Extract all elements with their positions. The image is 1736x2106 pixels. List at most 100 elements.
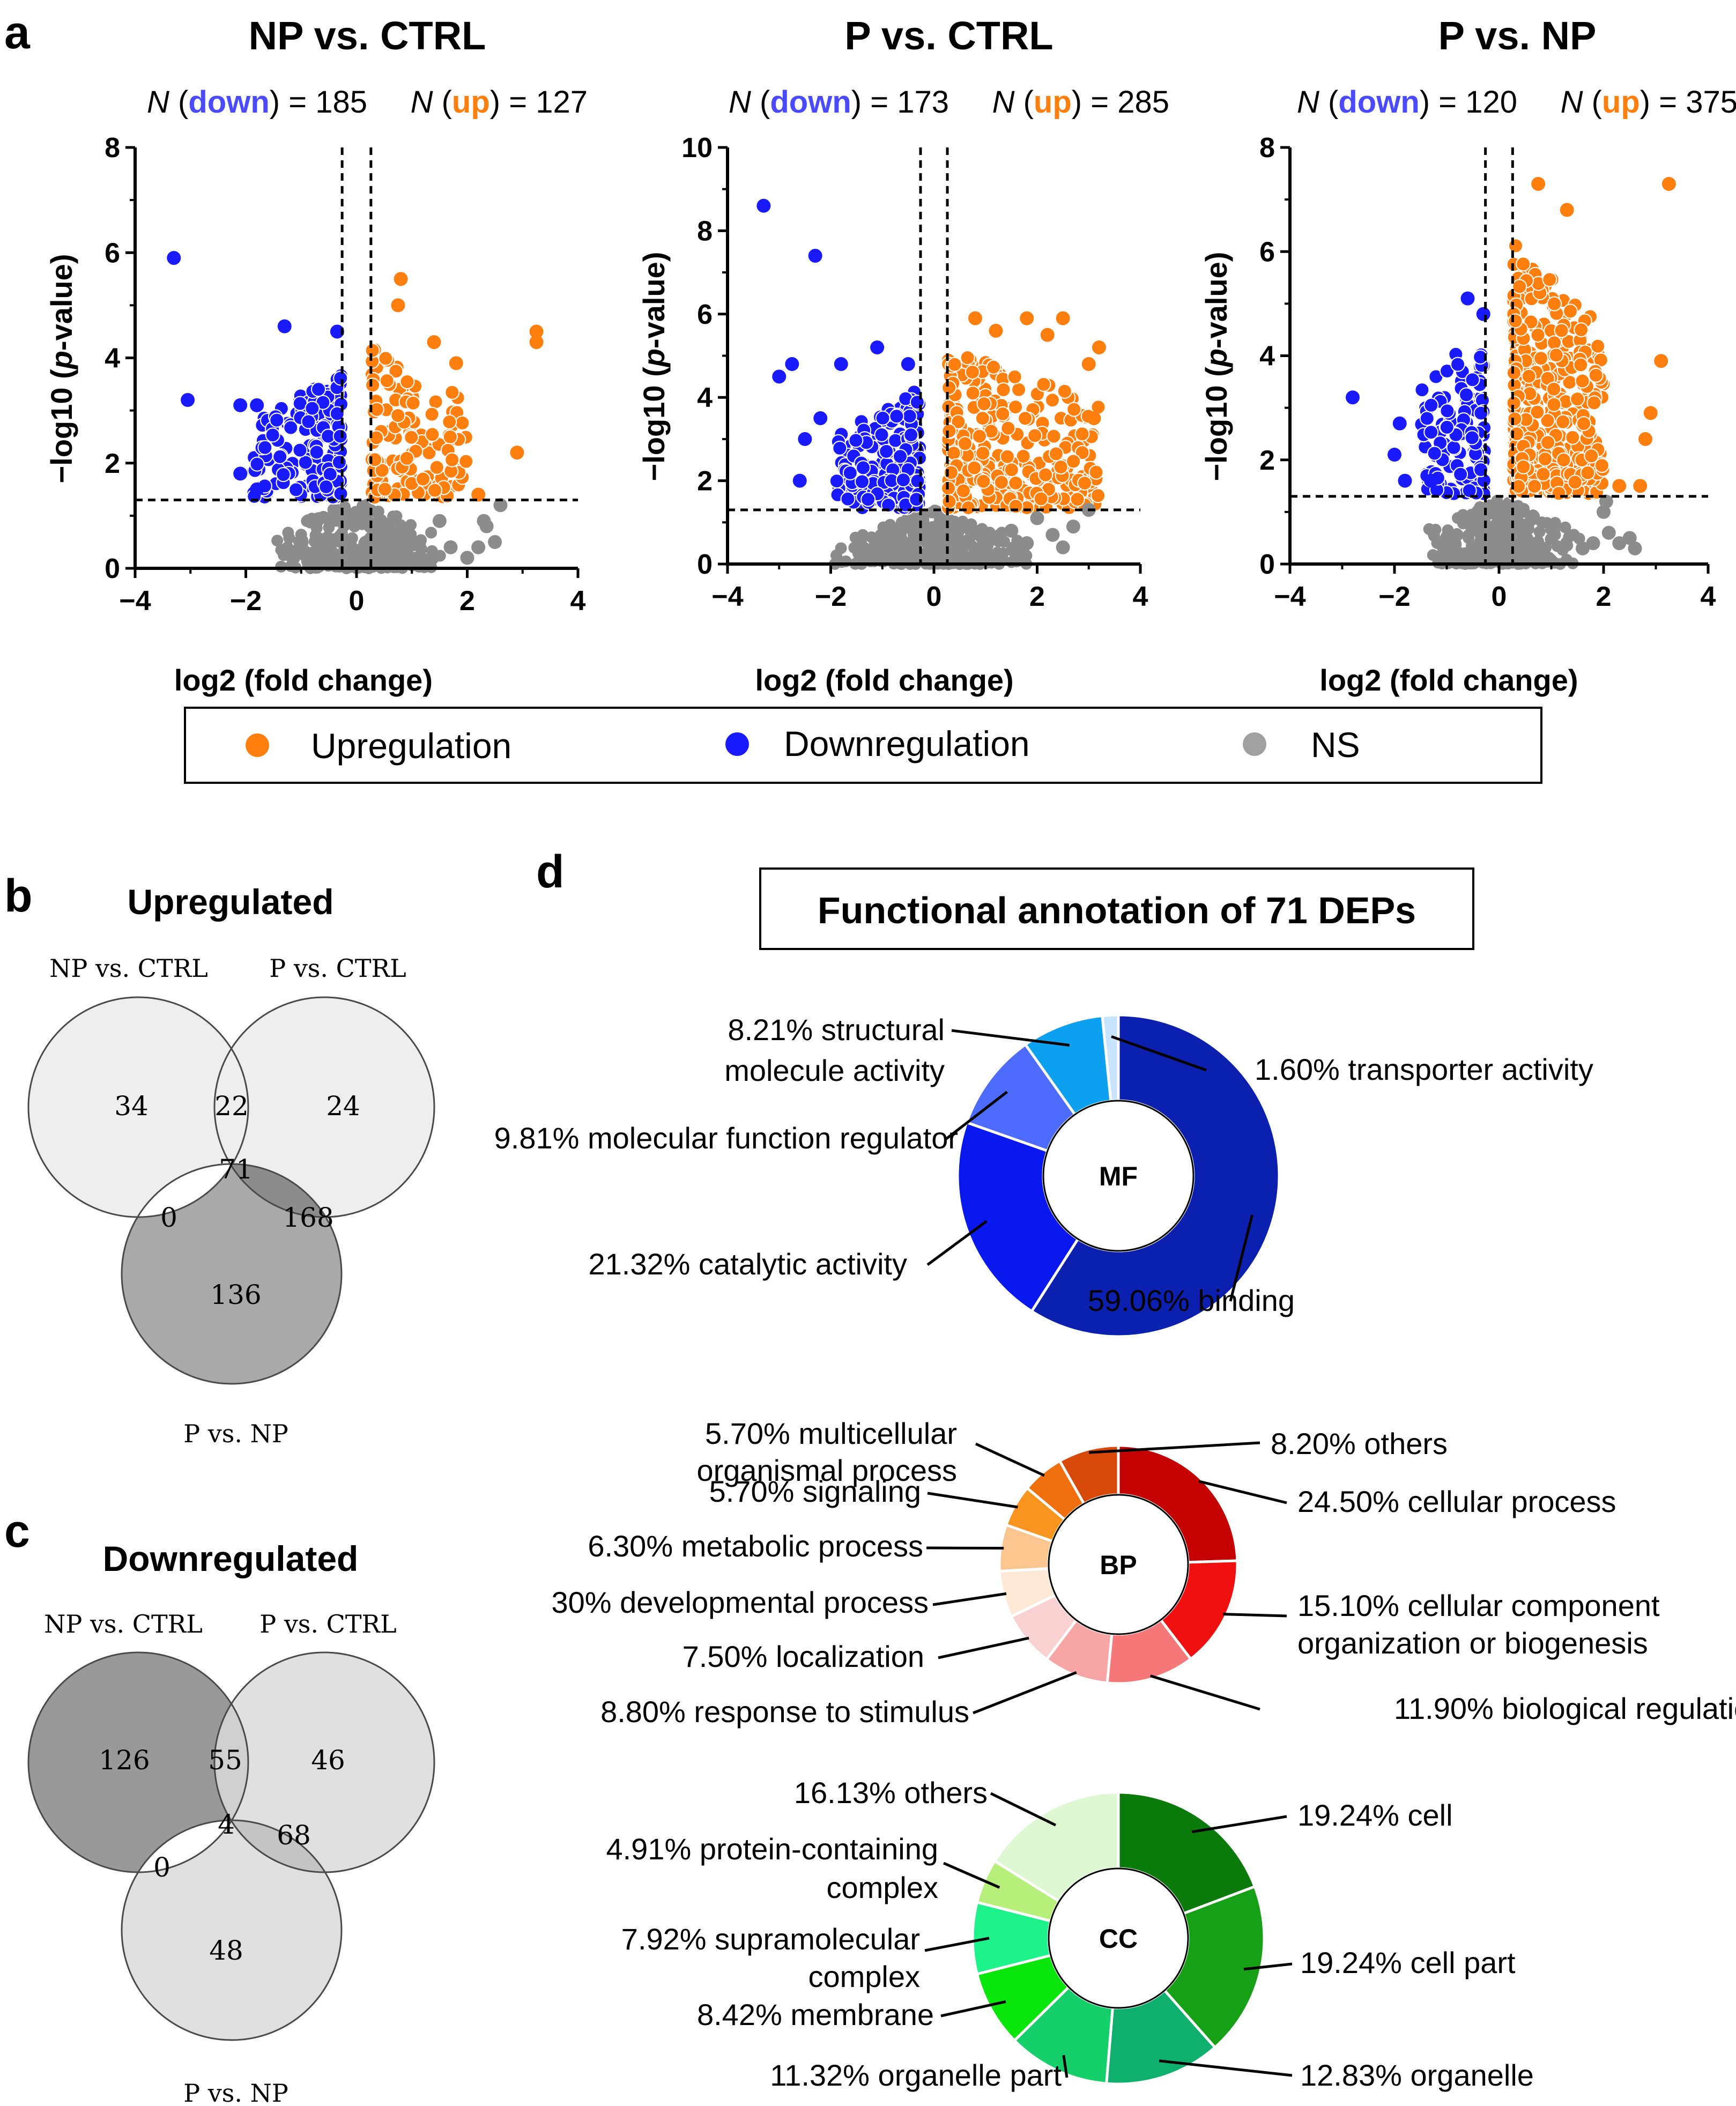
volcano-down-point bbox=[288, 482, 304, 498]
volcano-up-point bbox=[388, 364, 404, 379]
venn-region-b bbox=[214, 1652, 434, 1872]
volcano-y-tick-label: 2 bbox=[105, 448, 120, 479]
donut-slice-label: 7.50% localization bbox=[682, 1640, 924, 1673]
donut-slice-name: protein-containing bbox=[700, 1832, 938, 1866]
volcano-ns-point bbox=[880, 533, 893, 546]
volcano-up-point bbox=[378, 351, 394, 366]
volcano-up-point bbox=[427, 483, 443, 498]
volcano-ns-point bbox=[916, 511, 929, 523]
volcano-up-point bbox=[1027, 428, 1043, 443]
volcano-x-tick-label: 2 bbox=[459, 585, 475, 617]
volcano-y-tick-label: 0 bbox=[697, 549, 713, 580]
volcano-count-down-value: 173 bbox=[897, 85, 949, 120]
donut-leader-line bbox=[1243, 1962, 1293, 1971]
donut-slice-label: 16.13% others bbox=[794, 1776, 988, 1810]
volcano-down-point bbox=[265, 427, 280, 443]
volcano-up-point bbox=[1092, 340, 1106, 354]
volcano-down-point bbox=[854, 474, 870, 490]
volcano-count-down-word: down bbox=[188, 85, 269, 120]
volcano-count-space bbox=[433, 85, 441, 120]
volcano-ns-point bbox=[963, 532, 976, 545]
volcano-count-open: ( bbox=[1592, 85, 1602, 120]
volcano-x-tick-label: 4 bbox=[570, 585, 586, 617]
donut-slice-label: 11.32% organelle part bbox=[770, 2058, 1062, 2092]
volcano-x-tick-label: 0 bbox=[1492, 581, 1507, 612]
volcano-up-point bbox=[967, 460, 982, 476]
volcano-count-up-word: up bbox=[452, 85, 490, 120]
donut-slice-label: 5.70% multicellular bbox=[705, 1417, 957, 1450]
volcano-up-point bbox=[958, 436, 973, 451]
donut-slice-label: 12.83% organelle bbox=[1300, 2058, 1534, 2092]
volcano-up-point bbox=[1546, 381, 1562, 397]
volcano-up-point bbox=[1575, 373, 1590, 389]
volcano-ns-point bbox=[904, 512, 917, 524]
volcano-up-point bbox=[1661, 176, 1676, 191]
volcano-x-tick-label: 4 bbox=[1701, 581, 1716, 612]
volcano-down-point bbox=[756, 198, 771, 213]
volcano-down-point bbox=[879, 443, 894, 459]
volcano-up-point bbox=[444, 452, 460, 468]
donut-slice-gap bbox=[1356, 1427, 1364, 1460]
volcano-up-point bbox=[976, 473, 991, 489]
volcano-count-space bbox=[169, 85, 178, 120]
volcano-up-point bbox=[1530, 327, 1546, 343]
donut-slice-label: 59.06% binding bbox=[1088, 1284, 1295, 1317]
volcano-down-point bbox=[901, 357, 915, 372]
volcano-count-n-symbol: N bbox=[1297, 85, 1319, 120]
donut-slice-gap bbox=[1402, 2058, 1411, 2092]
venn-outline bbox=[121, 1163, 343, 1385]
volcano-x-tick-label: −2 bbox=[815, 581, 847, 612]
venn-down-title: Downregulated bbox=[103, 1539, 359, 1578]
volcano-ns-point bbox=[271, 535, 284, 547]
volcano-up-point bbox=[1077, 476, 1093, 491]
volcano-ns-point bbox=[1518, 503, 1530, 515]
donut-slice-name: others bbox=[904, 1776, 988, 1810]
volcano-ns-point bbox=[1056, 540, 1070, 554]
volcano-count-n-symbol: N bbox=[992, 85, 1015, 120]
volcano-up-point bbox=[955, 483, 971, 499]
volcano-ns-point bbox=[1612, 536, 1627, 551]
volcano-down-point bbox=[785, 357, 799, 372]
volcano-ns-point bbox=[1045, 528, 1060, 542]
volcano-down-point bbox=[875, 410, 891, 426]
donut-slice-gap bbox=[707, 1922, 715, 1956]
volcano-ns-point bbox=[1599, 494, 1613, 509]
volcano-down-point bbox=[298, 455, 313, 470]
donut-leader-line bbox=[1159, 2059, 1293, 2077]
volcano-y-axis-label: −log10 (p-value) bbox=[1199, 252, 1233, 481]
volcano-count-close: ) = bbox=[490, 85, 536, 120]
volcano-up-point bbox=[455, 415, 470, 431]
volcano-down-point bbox=[330, 324, 344, 339]
volcano-ns-point bbox=[1516, 531, 1529, 544]
volcano-ns-point bbox=[1576, 541, 1590, 555]
volcano-count-down-value: 120 bbox=[1465, 85, 1517, 120]
volcano-y-label-post: -value) bbox=[1199, 252, 1233, 349]
volcano-up-point bbox=[369, 430, 384, 446]
volcano-down-point bbox=[309, 444, 324, 460]
volcano-up-point bbox=[1046, 428, 1062, 444]
volcano-up-point bbox=[976, 396, 992, 412]
volcano-ns-point bbox=[1597, 505, 1611, 519]
venn-count-only-c: 136 bbox=[210, 1279, 261, 1310]
volcano-up-point bbox=[442, 429, 458, 444]
volcano-up-point bbox=[1542, 272, 1557, 287]
volcano-ns-point bbox=[865, 531, 878, 544]
volcano-down-point bbox=[1423, 425, 1439, 440]
volcano-down-point bbox=[1427, 446, 1442, 461]
volcano-y-label-post: -value) bbox=[637, 252, 671, 349]
volcano-ns-point bbox=[991, 546, 1004, 559]
volcano-up-point bbox=[1040, 328, 1055, 342]
donut-slice-gap bbox=[673, 1529, 681, 1563]
volcano-up-point bbox=[471, 487, 486, 502]
volcano-y-label-italic: p bbox=[1199, 348, 1233, 368]
volcano-ns-point bbox=[890, 544, 902, 556]
volcano-up-point bbox=[1563, 303, 1578, 319]
volcano-up-point bbox=[1540, 413, 1555, 428]
volcano-y-label-pre: −log10 ( bbox=[1199, 367, 1233, 481]
volcano-up-point bbox=[390, 408, 406, 424]
venn-set-label-b: P vs. CTRL bbox=[259, 1610, 396, 1638]
volcano-count-gap bbox=[949, 85, 992, 120]
